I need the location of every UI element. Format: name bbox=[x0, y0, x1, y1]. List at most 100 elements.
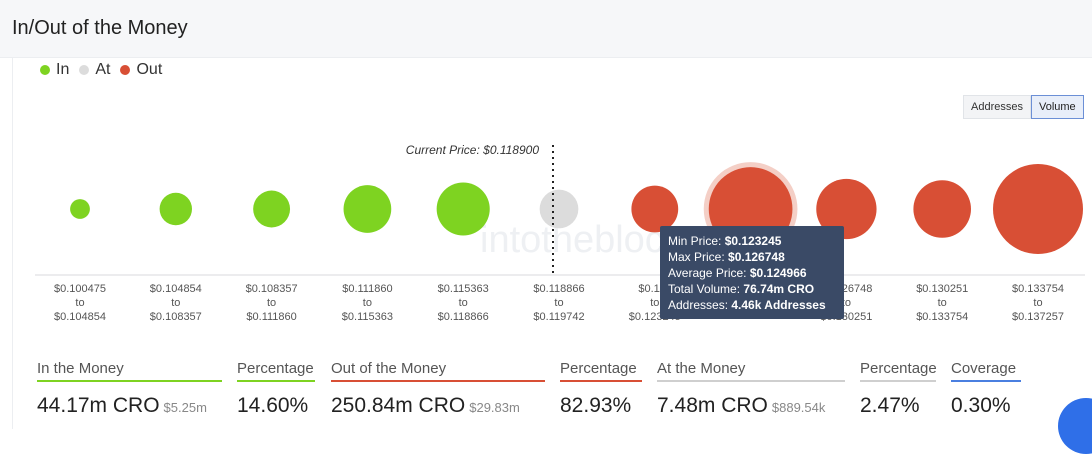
tooltip-max-row: Max Price: $0.126748 bbox=[668, 249, 836, 265]
bubble-in[interactable] bbox=[436, 182, 490, 236]
chart-panel bbox=[12, 58, 1092, 429]
stat-value: 44.17m CRO bbox=[37, 394, 160, 417]
stat-value-row: 0.30% bbox=[951, 394, 1021, 418]
legend-in-label: In bbox=[56, 61, 70, 78]
legend-out-label: Out bbox=[136, 61, 163, 78]
stat-label: Percentage bbox=[237, 356, 315, 382]
tooltip-vol-value: 76.74m CRO bbox=[743, 282, 815, 296]
legend-at-label: At bbox=[95, 61, 111, 78]
stat-label: Out of the Money bbox=[331, 356, 545, 382]
stat-label: At the Money bbox=[657, 356, 845, 382]
bubble-out[interactable] bbox=[913, 180, 971, 238]
bucket-tick-label: to bbox=[1033, 297, 1042, 309]
stat-out-percentage: Percentage 82.93% bbox=[560, 356, 642, 418]
bucket-tick-label: to bbox=[363, 297, 372, 309]
current-price-label: Current Price: $0.118900 bbox=[406, 143, 540, 157]
tooltip-min-value: $0.123245 bbox=[724, 234, 782, 248]
bucket-tick-label: $0.108357 bbox=[150, 311, 202, 323]
bucket-tick-label: to bbox=[554, 297, 563, 309]
bucket-tick-label: $0.111860 bbox=[342, 283, 392, 295]
bubble-out[interactable] bbox=[816, 178, 877, 240]
tooltip-addr-value: 4.46k Addresses bbox=[731, 298, 826, 312]
stat-value: 0.30% bbox=[951, 394, 1011, 417]
stat-value-row: 250.84m CRO $29.83m bbox=[331, 394, 545, 418]
tooltip-avg-row: Average Price: $0.124966 bbox=[668, 265, 836, 281]
bucket-tick-label: $0.104854 bbox=[150, 283, 202, 295]
legend-in-dot bbox=[40, 65, 50, 75]
bucket-tick-label: $0.133754 bbox=[916, 311, 968, 323]
stat-label: Percentage bbox=[860, 356, 937, 382]
stat-value-row: 7.48m CRO $889.54k bbox=[657, 394, 845, 418]
bubble-at[interactable] bbox=[539, 189, 579, 229]
bucket-tick-label: to bbox=[171, 297, 180, 309]
stat-sub: $29.83m bbox=[469, 400, 520, 415]
bubble-out[interactable] bbox=[993, 164, 1083, 254]
stat-sub: $5.25m bbox=[163, 400, 207, 415]
bucket-tick-label: $0.137257 bbox=[1012, 311, 1064, 323]
stat-in-the-money: In the Money 44.17m CRO $5.25m bbox=[37, 356, 222, 418]
summary-stats: In the Money 44.17m CRO $5.25m Percentage… bbox=[0, 356, 1092, 429]
tooltip-addr-label: Addresses: bbox=[668, 298, 729, 312]
tooltip-min-label: Min Price: bbox=[668, 234, 722, 248]
stat-value-row: 82.93% bbox=[560, 394, 642, 418]
stat-out-of-the-money: Out of the Money 250.84m CRO $29.83m bbox=[331, 356, 545, 418]
page-title: In/Out of the Money bbox=[12, 17, 188, 39]
tooltip-min-row: Min Price: $0.123245 bbox=[668, 233, 836, 249]
bubble-tooltip: Min Price: $0.123245 Max Price: $0.12674… bbox=[660, 226, 844, 319]
tooltip-vol-label: Total Volume: bbox=[668, 282, 741, 296]
stat-label: In the Money bbox=[37, 356, 222, 382]
bucket-tick-label: to bbox=[650, 297, 659, 309]
bucket-tick-label: $0.118866 bbox=[438, 311, 489, 323]
page-header: In/Out of the Money bbox=[0, 0, 1092, 58]
bucket-tick-label: to bbox=[459, 297, 468, 309]
stat-value: 82.93% bbox=[560, 394, 632, 417]
bucket-labels: $0.100475 to $0.104854 $0.104854 to $0.108357… bbox=[35, 143, 1085, 323]
bucket-tick-label: $0.100475 bbox=[54, 283, 106, 295]
bubble-in[interactable] bbox=[343, 185, 392, 233]
bubble-in[interactable] bbox=[159, 192, 192, 226]
legend-out[interactable]: Out bbox=[120, 61, 162, 79]
legend-at-dot bbox=[79, 65, 90, 75]
volume-toggle-button[interactable]: Volume bbox=[1030, 95, 1084, 119]
stat-value: 14.60% bbox=[237, 394, 309, 417]
tooltip-avg-label: Average Price: bbox=[668, 266, 747, 280]
bucket-tick-label: $0.119742 bbox=[533, 311, 584, 323]
tooltip-addr-row: Addresses: 4.46k Addresses bbox=[668, 297, 836, 313]
bucket-tick-label: to bbox=[938, 297, 947, 309]
bucket-tick-label: $0.115363 bbox=[342, 311, 393, 323]
stat-at-the-money: At the Money 7.48m CRO $889.54k bbox=[657, 356, 845, 418]
stat-label: Percentage bbox=[560, 356, 642, 382]
legend-in[interactable]: In bbox=[40, 61, 69, 79]
view-toggle: Addresses Volume bbox=[963, 95, 1084, 119]
legend-at[interactable]: At bbox=[79, 61, 110, 79]
bucket-tick-label: to bbox=[75, 297, 84, 309]
tooltip-avg-value: $0.124966 bbox=[749, 266, 807, 280]
stat-value: 250.84m CRO bbox=[331, 394, 466, 417]
bucket-tick-label: $0.111860 bbox=[246, 311, 296, 323]
tooltip-max-label: Max Price: bbox=[668, 250, 725, 264]
addresses-toggle-button[interactable]: Addresses bbox=[963, 95, 1031, 119]
bucket-tick-label: $0.130251 bbox=[916, 283, 968, 295]
stat-value-row: 44.17m CRO $5.25m bbox=[37, 394, 222, 418]
stat-label: Coverage bbox=[951, 356, 1021, 382]
stat-in-percentage: Percentage 14.60% bbox=[237, 356, 315, 418]
bucket-tick-label: $0.104854 bbox=[54, 311, 106, 323]
chart-legend: In At Out bbox=[40, 60, 172, 80]
tooltip-vol-row: Total Volume: 76.74m CRO bbox=[668, 281, 836, 297]
bucket-tick-label: $0.108357 bbox=[246, 283, 298, 295]
stat-value-row: 2.47% bbox=[860, 394, 936, 418]
tooltip-max-value: $0.126748 bbox=[728, 250, 785, 264]
stat-coverage: Coverage 0.30% bbox=[951, 356, 1021, 418]
bubble-in[interactable] bbox=[70, 199, 90, 219]
bucket-tick-label: to bbox=[267, 297, 276, 309]
bubble-in[interactable] bbox=[253, 190, 291, 228]
bubble-chart: intotheblock $0.100475to$0.104854$0.1048… bbox=[35, 143, 1085, 323]
bucket-tick-label: $0.115363 bbox=[438, 283, 489, 295]
legend-out-dot bbox=[120, 65, 131, 75]
stat-at-percentage: Percentage 2.47% bbox=[860, 356, 937, 418]
stat-value: 7.48m CRO bbox=[657, 394, 768, 417]
stat-value-row: 14.60% bbox=[237, 394, 315, 418]
bucket-tick-label: $0.133754 bbox=[1012, 283, 1064, 295]
stat-sub: $889.54k bbox=[771, 400, 826, 415]
bubble-out[interactable] bbox=[631, 185, 679, 233]
